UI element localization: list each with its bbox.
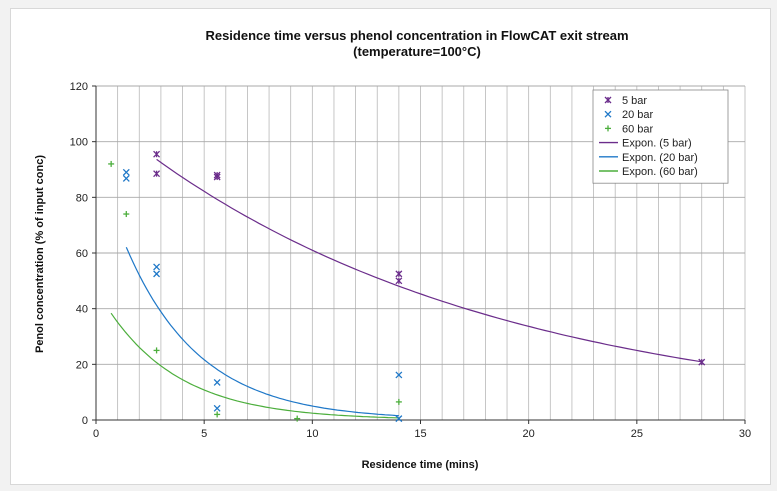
data-point-20-bar <box>153 270 161 278</box>
data-point-5-bar <box>153 170 161 178</box>
data-point-5-bar <box>213 173 221 181</box>
plot-area: 0 5 10 15 20 25 30 0 20 40 60 80 100 120 <box>70 81 751 440</box>
y-tick-label: 100 <box>70 137 88 149</box>
marker-stroke <box>122 174 130 182</box>
legend-entry: Expon. (20 bar) <box>622 152 698 164</box>
data-point-60-bar <box>108 160 115 167</box>
y-tick-label: 40 <box>76 304 88 316</box>
x-tick-label: 15 <box>414 428 426 440</box>
marker-stroke <box>153 263 161 271</box>
x-tick-label: 5 <box>201 428 207 440</box>
y-tick-label: 0 <box>82 415 88 427</box>
legend-marker <box>604 96 612 104</box>
data-point-5-bar <box>153 150 161 158</box>
data-point-20-bar <box>213 378 221 386</box>
y-tick-label: 60 <box>76 248 88 260</box>
chart-subtitle: (temperature=100°C) <box>353 44 481 59</box>
marker-stroke <box>213 378 221 386</box>
data-point-60-bar <box>294 415 301 422</box>
y-tick-label: 120 <box>70 81 88 93</box>
x-tick-label: 0 <box>93 428 99 440</box>
data-point-20-bar <box>122 174 130 182</box>
x-tick-label: 25 <box>631 428 643 440</box>
marker-stroke <box>395 415 403 423</box>
legend-marker <box>604 110 612 118</box>
data-point-20-bar <box>153 263 161 271</box>
data-point-60-bar <box>214 411 221 418</box>
legend-box <box>592 89 729 184</box>
data-point-20-bar <box>122 168 130 176</box>
legend-entry: Expon. (60 bar) <box>622 166 698 178</box>
trendline-expon-20-bar- <box>125 246 399 417</box>
marker-stroke <box>122 168 130 176</box>
y-tick-label: 20 <box>76 359 88 371</box>
trendline-expon-60-bar- <box>110 312 399 419</box>
x-tick-label: 10 <box>306 428 318 440</box>
data-point-20-bar <box>395 415 403 423</box>
x-tick-label: 20 <box>523 428 535 440</box>
data-point-60-bar <box>153 347 160 354</box>
chart-frame <box>10 8 771 485</box>
data-point-20-bar <box>395 371 403 379</box>
marker-stroke <box>395 371 403 379</box>
y-tick-label: 80 <box>76 192 88 204</box>
marker-stroke <box>604 110 612 118</box>
y-axis-label: Penol concentration (% of input conc) <box>34 155 46 353</box>
data-point-5-bar <box>698 358 706 366</box>
data-point-5-bar <box>395 277 403 285</box>
marker-stroke <box>153 270 161 278</box>
legend-entry: 60 bar <box>622 123 654 135</box>
data-point-60-bar <box>395 398 402 405</box>
legend-entry: 20 bar <box>622 109 654 121</box>
legend-entry: 5 bar <box>622 95 647 107</box>
legend-entry: Expon. (5 bar) <box>622 138 692 150</box>
x-tick-label: 30 <box>739 428 751 440</box>
x-axis-label: Residence time (mins) <box>362 459 479 471</box>
legend: 5 bar 20 bar 60 bar Expon. (5 bar) Expon. (2… <box>592 89 729 184</box>
marker-stroke <box>213 404 221 412</box>
data-point-60-bar <box>123 211 130 218</box>
trendline-expon-5-bar- <box>156 158 702 363</box>
chart-title: Residence time versus phenol concentrati… <box>205 28 628 43</box>
data-point-5-bar <box>395 270 403 278</box>
data-point-20-bar <box>213 404 221 412</box>
legend-marker <box>605 125 611 132</box>
